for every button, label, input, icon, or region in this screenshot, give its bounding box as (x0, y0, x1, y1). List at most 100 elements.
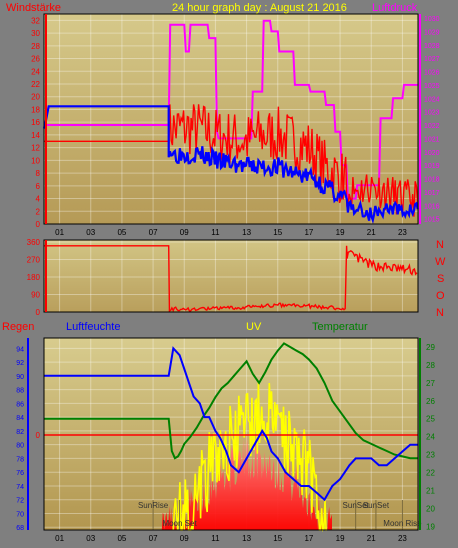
astro-annotation-label: Moon Set (162, 519, 197, 528)
wind-tick-label: 6 (36, 182, 41, 191)
humidity-tick-label: 74 (16, 484, 24, 491)
bottom-time-tick-label: 07 (149, 534, 158, 543)
top-time-tick-label: 19 (336, 228, 345, 237)
compass-label-n-top: N (436, 239, 444, 251)
wind-tick-label: 2 (36, 207, 41, 216)
wind-tick-label: 30 (31, 29, 40, 38)
uv-axis-title: UV (246, 321, 262, 333)
humidity-line (44, 346, 418, 502)
pressure-axis-ticks: 1015 1016 1017 1018 1019 1020 1021 1022 1023 1024… (424, 16, 440, 224)
wind-tick-label: 18 (31, 105, 40, 114)
pressure-tick-label: 1021 (424, 136, 440, 143)
direction-tick-label: 360 (27, 238, 41, 247)
temperature-tick-label: 27 (426, 379, 435, 388)
wind-tick-label: 22 (31, 80, 40, 89)
humidity-tick-label: 72 (16, 498, 24, 505)
pressure-tick-label: 1029 (424, 29, 440, 36)
wind-tick-label: 4 (36, 195, 41, 204)
wind-tick-label: 0 (36, 220, 41, 229)
direction-tick-label: 180 (27, 273, 41, 282)
bottom-time-tick-label: 17 (304, 534, 313, 543)
humidity-tick-label: 68 (16, 525, 24, 532)
astro-annotation-label: Moon Rise (383, 519, 422, 528)
humidity-tick-label: 76 (16, 470, 24, 477)
direction-tick-label: 270 (27, 255, 41, 264)
pressure-tick-label: 1015 (424, 217, 440, 224)
wind-direction-line (44, 245, 418, 313)
wind-tick-label: 16 (31, 118, 40, 127)
wind-tick-label: 12 (31, 144, 40, 153)
top-time-tick-label: 05 (117, 228, 126, 237)
direction-tick-label: 0 (36, 308, 41, 317)
temperature-tick-label: 25 (426, 415, 435, 424)
pressure-tick-label: 1028 (424, 43, 440, 50)
pressure-tick-label: 1027 (424, 56, 440, 63)
humidity-axis-title: Luftfeuchte (66, 321, 120, 333)
climate-plot-frame (43, 337, 419, 531)
humidity-tick-label: 80 (16, 443, 24, 450)
astro-annotation-label: SunSet (343, 501, 370, 510)
compass-label-s: S (437, 273, 444, 285)
temperature-axis-ticks: 19 20 21 22 23 24 25 26 27 28 29 (426, 343, 435, 531)
temperature-tick-label: 28 (426, 361, 435, 370)
bottom-time-tick-label: 23 (398, 534, 407, 543)
bottom-time-tick-label: 21 (367, 534, 376, 543)
rain-axis-title: Regen (2, 321, 34, 333)
temperature-tick-label: 24 (426, 433, 435, 442)
compass-label-w: W (435, 256, 446, 268)
bottom-time-tick-label: 03 (86, 534, 95, 543)
pressure-axis-title: Luftdruck (372, 2, 418, 14)
wind-pressure-series (42, 19, 419, 224)
temperature-tick-label: 19 (426, 522, 435, 531)
bottom-time-tick-label: 15 (273, 534, 282, 543)
uv-index-line (172, 380, 328, 532)
climate-series (44, 342, 418, 502)
wind-direction-series (44, 245, 418, 313)
bottom-time-tick-label: 01 (55, 534, 64, 543)
temperature-tick-label: 26 (426, 397, 435, 406)
humidity-tick-label: 82 (16, 429, 24, 436)
wind-speed-line (44, 104, 419, 217)
pressure-tick-label: 1030 (424, 16, 440, 23)
bottom-time-tick-label: 09 (180, 534, 189, 543)
temperature-tick-label: 20 (426, 504, 435, 513)
compass-label-n-bottom: N (436, 307, 444, 319)
bottom-time-tick-label: 19 (336, 534, 345, 543)
wind-gust-line (42, 105, 419, 224)
direction-tick-label: 90 (31, 290, 40, 299)
top-time-tick-label: 03 (86, 228, 95, 237)
bottom-time-tick-label: 11 (211, 534, 220, 543)
pressure-tick-label: 1026 (424, 70, 440, 77)
wind-direction-axis-ticks: 0 90 180 270 360 (27, 238, 41, 317)
wind-tick-label: 14 (31, 131, 40, 140)
astro-annotation-label: SunSet (363, 501, 390, 510)
wind-tick-label: 24 (31, 67, 40, 76)
top-time-tick-label: 01 (55, 228, 64, 237)
humidity-tick-label: 92 (16, 360, 24, 367)
pressure-tick-label: 1025 (424, 83, 440, 90)
humidity-tick-label: 90 (16, 374, 24, 381)
temperature-axis-title: Temperatur (312, 321, 368, 333)
pressure-tick-label: 1017 (424, 190, 440, 197)
top-time-tick-label: 11 (211, 228, 220, 237)
pressure-tick-label: 1019 (424, 163, 440, 170)
bottom-time-tick-label: 13 (242, 534, 251, 543)
top-time-tick-label: 23 (398, 228, 407, 237)
humidity-tick-label: 94 (16, 346, 24, 353)
solar-radiation-area (160, 435, 332, 530)
solar-uv-fills (160, 380, 332, 532)
top-time-tick-label: 07 (149, 228, 158, 237)
pressure-tick-label: 1016 (424, 203, 440, 210)
wind-axis-title: Windstärke (6, 2, 61, 14)
temperature-tick-label: 21 (426, 487, 435, 496)
compass-label-o: O (436, 290, 445, 302)
temperature-line (44, 342, 418, 460)
wind-direction-plot-frame (43, 239, 419, 313)
humidity-tick-label: 78 (16, 456, 24, 463)
chart-title: 24 hour graph day : August 21 2016 (172, 2, 347, 14)
pressure-tick-label: 1018 (424, 177, 440, 184)
pressure-tick-label: 1022 (424, 123, 440, 130)
humidity-axis-ticks: 68 70 72 74 76 78 80 82 84 86 88 90 92 94 0 (16, 346, 40, 532)
